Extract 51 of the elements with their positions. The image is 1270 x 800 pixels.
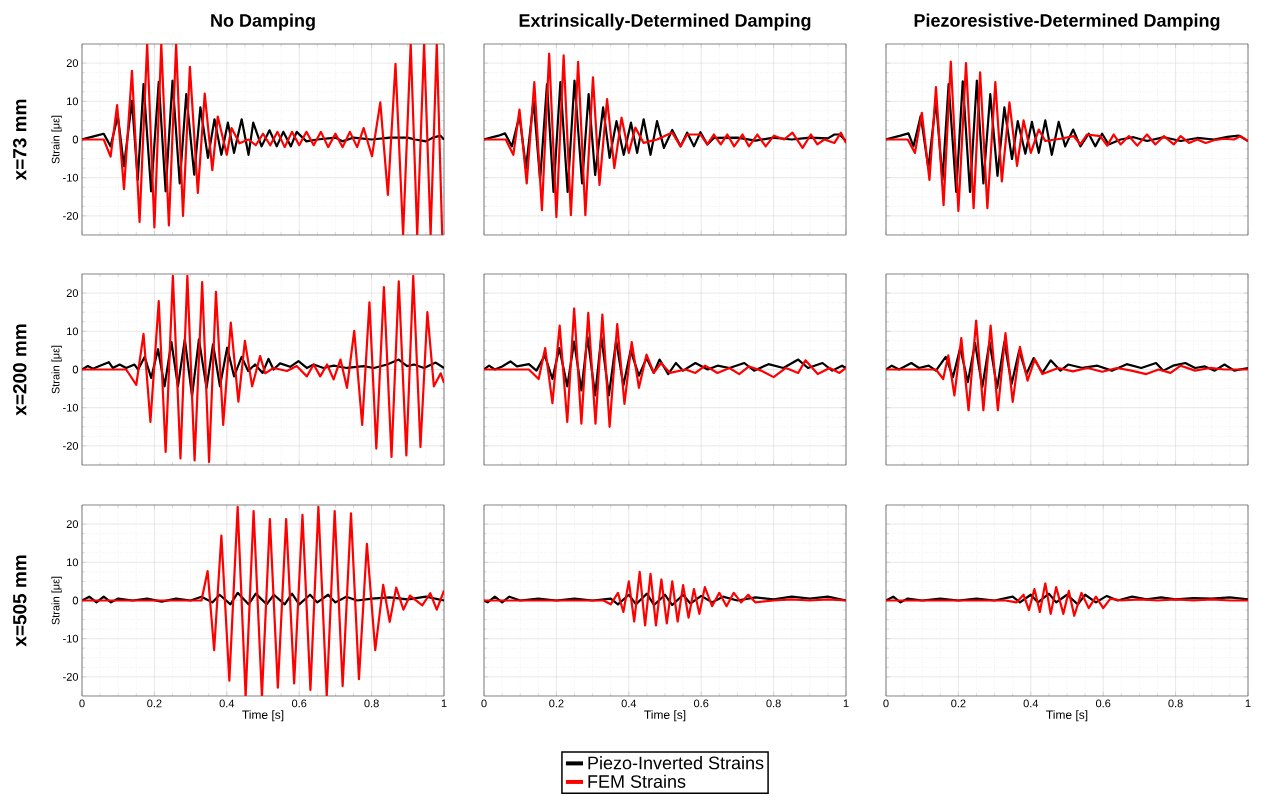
line-series <box>82 274 445 464</box>
chart-title: Piezoresistive-Determined Damping <box>914 13 1220 31</box>
y-tick-label: 10 <box>67 97 79 106</box>
y-tick-label: -20 <box>63 673 79 681</box>
y-tick-label: -20 <box>63 212 79 220</box>
y-axis-title: Strain [με] <box>51 576 62 625</box>
y-tick-label: -20 <box>63 442 79 450</box>
chart-title: Extrinsically-Determined Damping <box>519 13 811 31</box>
y-tick-label: 20 <box>66 59 79 67</box>
x-tick-label: 1 <box>441 699 447 708</box>
x-tick-label: 0.2 <box>951 699 966 708</box>
text: x=73 mm <box>13 99 27 181</box>
x-tick-label: 0.8 <box>766 699 781 708</box>
x-tick-label: 0.6 <box>693 699 709 708</box>
y-tick-label: 10 <box>67 327 79 336</box>
x-axis-title: Time [s] <box>644 710 686 722</box>
y-tick-label: -10 <box>63 634 79 643</box>
x-axis-title: Time [s] <box>1046 710 1088 722</box>
y-tick-label: -10 <box>63 403 79 412</box>
y-axis-title: Strain [με] <box>51 345 62 394</box>
y-tick-label: 20 <box>66 289 79 297</box>
y-tick-label: 20 <box>66 520 79 528</box>
y-tick-label: 0 <box>72 596 79 605</box>
y-tick-label: -10 <box>63 173 79 182</box>
x-tick-label: 1 <box>1245 699 1251 708</box>
x-tick-label: 0.8 <box>1168 699 1183 708</box>
y-axis-title: Strain [με] <box>51 115 62 164</box>
x-tick-label: 0.2 <box>549 699 564 708</box>
text: x=505 mm <box>13 555 27 647</box>
x-tick-label: 0 <box>79 699 85 708</box>
line-series <box>82 79 445 193</box>
line-series <box>82 591 445 606</box>
x-tick-label: 0.4 <box>1023 699 1039 708</box>
y-tick-label: 0 <box>72 135 79 144</box>
x-tick-label: 0.8 <box>364 699 379 708</box>
line-series <box>82 44 444 235</box>
x-tick-label: 0.4 <box>621 699 637 708</box>
x-tick-label: 0.6 <box>291 699 307 708</box>
legend-label: Piezo-Inverted Strains <box>588 756 764 770</box>
text: x=200 mm <box>13 324 27 416</box>
x-axis-title: Time [s] <box>242 710 284 722</box>
x-tick-label: 0 <box>481 699 487 708</box>
y-tick-label: 0 <box>72 365 79 374</box>
x-tick-label: 1 <box>843 699 849 708</box>
legend-label: FEM Strains <box>588 774 686 788</box>
x-tick-label: 0.2 <box>147 699 162 708</box>
x-tick-label: 0 <box>883 699 889 708</box>
x-tick-label: 0.6 <box>1095 699 1111 708</box>
x-tick-label: 0.4 <box>219 699 235 708</box>
y-tick-label: 10 <box>67 558 79 567</box>
chart-title: No Damping <box>211 13 315 31</box>
